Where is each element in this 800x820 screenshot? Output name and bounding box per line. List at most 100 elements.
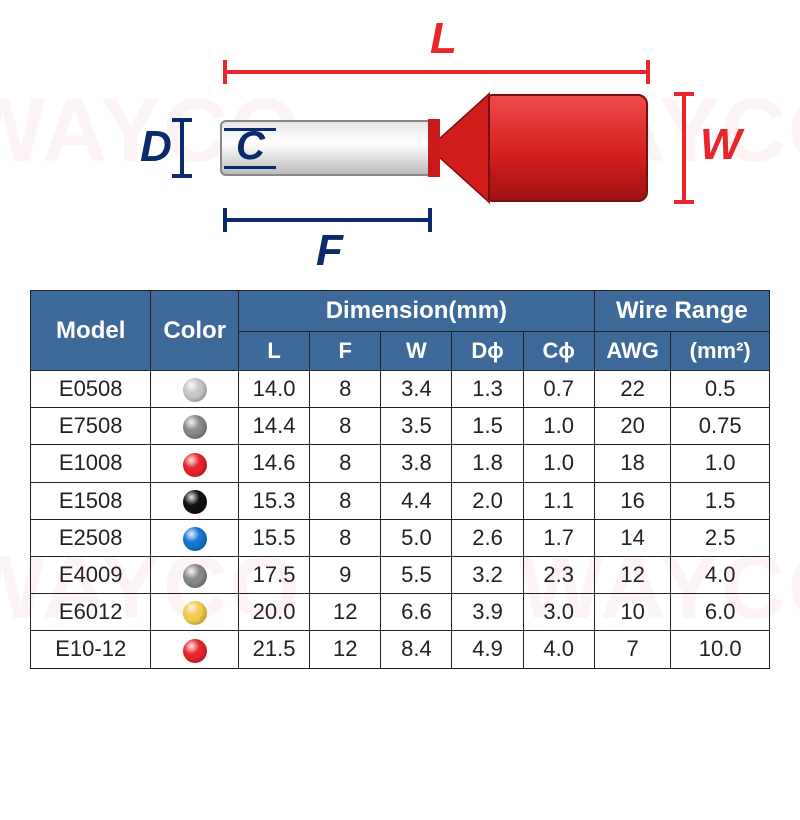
th-F: F xyxy=(310,332,381,371)
dim-line-W xyxy=(682,94,686,202)
dim-cap xyxy=(223,208,227,232)
cell-model: E4009 xyxy=(31,556,151,593)
cell-awg: 10 xyxy=(594,594,671,631)
th-Cphi: Cϕ xyxy=(523,332,594,371)
cell-L: 14.4 xyxy=(239,408,310,445)
cell-mm2: 1.0 xyxy=(671,445,770,482)
cell-C: 2.3 xyxy=(523,556,594,593)
dim-cap xyxy=(223,60,227,84)
dim-cap xyxy=(646,60,650,84)
cell-W: 4.4 xyxy=(381,482,452,519)
ferrule-diagram: L D C W F xyxy=(80,20,720,280)
cell-mm2: 0.5 xyxy=(671,371,770,408)
dim-line-F xyxy=(225,218,430,222)
cell-L: 15.3 xyxy=(239,482,310,519)
cell-mm2: 1.5 xyxy=(671,482,770,519)
cell-model: E10-12 xyxy=(31,631,151,668)
dim-cap xyxy=(224,166,276,169)
table-row: E100814.683.81.81.0181.0 xyxy=(31,445,770,482)
th-W: W xyxy=(381,332,452,371)
th-dimension-group: Dimension(mm) xyxy=(239,291,595,332)
cell-C: 1.1 xyxy=(523,482,594,519)
table-row: E10-12 21.5128.44.94.0710.0 xyxy=(31,631,770,668)
table-row: E150815.384.42.01.1161.5 xyxy=(31,482,770,519)
cell-awg: 22 xyxy=(594,371,671,408)
cell-model: E2508 xyxy=(31,519,151,556)
dim-line-L xyxy=(225,70,648,74)
color-swatch xyxy=(183,527,207,551)
cell-F: 8 xyxy=(310,371,381,408)
cell-F: 12 xyxy=(310,631,381,668)
table-body: E050814.083.41.30.7220.5E750814.483.51.5… xyxy=(31,371,770,669)
cell-D: 2.6 xyxy=(452,519,523,556)
cell-D: 1.3 xyxy=(452,371,523,408)
cell-awg: 7 xyxy=(594,631,671,668)
ferrule-cap-body xyxy=(488,94,648,202)
dim-label-D: D xyxy=(140,122,172,172)
cell-mm2: 0.75 xyxy=(671,408,770,445)
cell-F: 8 xyxy=(310,482,381,519)
spec-table: Model Color Dimension(mm) Wire Range L F… xyxy=(30,290,770,669)
ferrule-cap-join xyxy=(428,119,440,177)
cell-awg: 12 xyxy=(594,556,671,593)
cell-awg: 18 xyxy=(594,445,671,482)
th-mm2: (mm²) xyxy=(671,332,770,371)
dim-label-L: L xyxy=(430,14,457,64)
dim-cap xyxy=(674,92,694,96)
th-awg: AWG xyxy=(594,332,671,371)
table-row: E250815.585.02.61.7142.5 xyxy=(31,519,770,556)
cell-L: 14.6 xyxy=(239,445,310,482)
color-swatch xyxy=(183,490,207,514)
cell-C: 3.0 xyxy=(523,594,594,631)
color-swatch xyxy=(183,378,207,402)
cell-color xyxy=(151,408,239,445)
th-color: Color xyxy=(151,291,239,371)
cell-model: E1508 xyxy=(31,482,151,519)
cell-mm2: 2.5 xyxy=(671,519,770,556)
cell-W: 3.8 xyxy=(381,445,452,482)
cell-W: 8.4 xyxy=(381,631,452,668)
cell-color xyxy=(151,594,239,631)
cell-W: 3.5 xyxy=(381,408,452,445)
color-swatch xyxy=(183,639,207,663)
cell-F: 9 xyxy=(310,556,381,593)
cell-L: 14.0 xyxy=(239,371,310,408)
cell-awg: 20 xyxy=(594,408,671,445)
table-header: Model Color Dimension(mm) Wire Range L F… xyxy=(31,291,770,371)
cell-W: 6.6 xyxy=(381,594,452,631)
cell-F: 12 xyxy=(310,594,381,631)
table-row: E400917.595.53.22.3124.0 xyxy=(31,556,770,593)
dim-cap xyxy=(428,208,432,232)
cell-C: 4.0 xyxy=(523,631,594,668)
dim-cap xyxy=(224,128,276,131)
cell-L: 21.5 xyxy=(239,631,310,668)
cell-L: 15.5 xyxy=(239,519,310,556)
cell-W: 5.5 xyxy=(381,556,452,593)
color-swatch xyxy=(183,601,207,625)
dim-label-W: W xyxy=(700,120,742,170)
cell-model: E1008 xyxy=(31,445,151,482)
th-model: Model xyxy=(31,291,151,371)
cell-mm2: 4.0 xyxy=(671,556,770,593)
cell-D: 3.9 xyxy=(452,594,523,631)
table-row: E601220.0126.63.93.0106.0 xyxy=(31,594,770,631)
cell-W: 3.4 xyxy=(381,371,452,408)
cell-F: 8 xyxy=(310,445,381,482)
dim-cap xyxy=(172,174,192,178)
cell-F: 8 xyxy=(310,408,381,445)
cell-model: E0508 xyxy=(31,371,151,408)
cell-D: 1.8 xyxy=(452,445,523,482)
cell-D: 1.5 xyxy=(452,408,523,445)
cell-D: 3.2 xyxy=(452,556,523,593)
cell-D: 4.9 xyxy=(452,631,523,668)
cell-awg: 16 xyxy=(594,482,671,519)
cell-mm2: 10.0 xyxy=(671,631,770,668)
dim-cap xyxy=(674,200,694,204)
cell-awg: 14 xyxy=(594,519,671,556)
th-Dphi: Dϕ xyxy=(452,332,523,371)
cell-F: 8 xyxy=(310,519,381,556)
cell-C: 1.0 xyxy=(523,408,594,445)
cell-color xyxy=(151,371,239,408)
cell-color xyxy=(151,631,239,668)
dim-line-D xyxy=(180,120,184,176)
